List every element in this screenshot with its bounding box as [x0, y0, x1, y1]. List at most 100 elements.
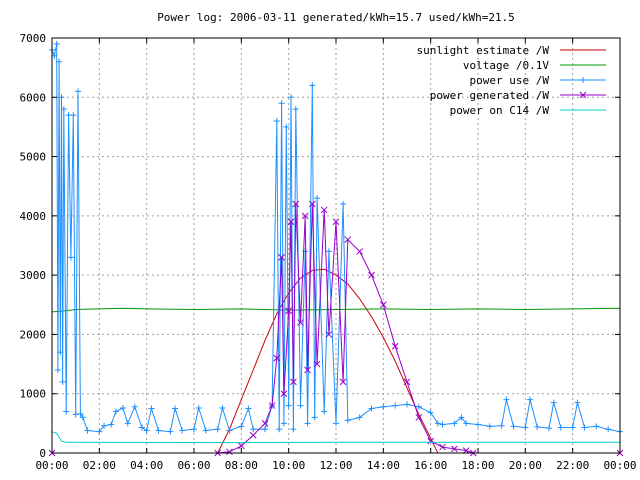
data-point	[290, 426, 297, 433]
legend: sunlight estimate /W voltage /0.1V power u…	[417, 44, 606, 117]
legend-label: power use /W	[470, 74, 550, 87]
data-point	[313, 360, 321, 368]
data-point	[309, 82, 316, 89]
data-point	[101, 422, 108, 429]
data-point	[314, 195, 321, 202]
data-point	[261, 420, 269, 427]
data-point	[391, 342, 399, 350]
data-point	[273, 354, 281, 362]
data-point	[403, 378, 411, 386]
data-point	[285, 402, 292, 409]
data-point	[463, 420, 470, 427]
data-point	[124, 420, 131, 427]
data-point	[340, 201, 347, 207]
data-point	[380, 403, 387, 410]
data-point	[226, 427, 233, 434]
x-tick-label: 22:00	[556, 459, 589, 472]
data-point	[172, 405, 179, 412]
x-tick-label: 20:00	[509, 459, 542, 472]
data-point	[249, 431, 257, 439]
data-point	[297, 402, 304, 409]
data-point	[250, 426, 257, 433]
chart-title: Power log: 2006-03-11 generated/kWh=15.7…	[157, 11, 515, 24]
x-tick-label: 10:00	[272, 459, 305, 472]
data-point	[439, 443, 446, 451]
data-point	[368, 271, 375, 279]
x-tick-label: 12:00	[319, 459, 352, 472]
data-point	[605, 426, 612, 433]
x-tick-label: 04:00	[130, 459, 163, 472]
axes: 00:00 02:00 04:00 06:00 08:00 10:00 12:00 14:00…	[20, 32, 637, 472]
data-point	[304, 366, 311, 374]
data-point	[451, 420, 458, 427]
data-point	[238, 423, 245, 430]
y-tick-label: 6000	[20, 91, 47, 104]
data-point	[415, 414, 423, 421]
data-point	[569, 424, 576, 431]
data-point	[304, 420, 311, 427]
data-point	[59, 378, 66, 385]
data-point	[67, 254, 74, 261]
x-tick-label: 02:00	[83, 459, 116, 472]
series-4	[51, 431, 620, 444]
series-2	[49, 40, 623, 435]
data-point	[439, 421, 446, 428]
data-point	[72, 411, 79, 418]
x-tick-label: 00:00	[35, 459, 68, 472]
data-point	[581, 424, 588, 431]
data-point	[79, 414, 86, 421]
data-point	[84, 427, 91, 434]
data-point	[593, 423, 600, 430]
data-point	[280, 390, 288, 398]
data-point	[333, 420, 339, 427]
y-tick-label: 4000	[20, 210, 47, 223]
x-tick-label: 08:00	[225, 459, 258, 472]
data-point	[458, 414, 465, 421]
data-point	[404, 401, 410, 408]
data-point	[143, 427, 150, 434]
data-point	[332, 218, 340, 226]
data-point	[112, 408, 119, 415]
data-point	[120, 404, 126, 411]
series-layer	[48, 40, 624, 457]
data-point	[276, 426, 283, 433]
data-point	[138, 424, 145, 431]
data-point	[155, 427, 162, 434]
series-line	[51, 431, 620, 444]
data-point	[427, 409, 434, 416]
data-point	[148, 405, 155, 412]
x-tick-label: 18:00	[461, 459, 494, 472]
data-point	[273, 118, 280, 124]
x-tick-label: 14:00	[367, 459, 400, 472]
y-tick-label: 7000	[20, 32, 47, 45]
data-point	[557, 424, 564, 431]
data-point	[278, 100, 285, 107]
data-point	[195, 404, 202, 411]
legend-label: voltage /0.1V	[463, 59, 549, 72]
data-point	[368, 405, 375, 412]
data-point	[546, 425, 552, 432]
data-point	[325, 331, 333, 338]
data-point	[311, 414, 318, 421]
data-point	[283, 123, 290, 130]
legend-label: power generated /W	[430, 89, 550, 102]
grid-lines	[52, 38, 620, 453]
data-point	[308, 200, 316, 208]
data-point	[131, 403, 138, 410]
data-point	[268, 402, 276, 409]
legend-marker	[580, 77, 586, 83]
data-point	[301, 212, 309, 220]
legend-marker	[579, 91, 587, 99]
data-point	[56, 58, 63, 65]
legend-label: sunlight estimate /W	[417, 44, 550, 57]
data-point	[574, 399, 581, 406]
data-point	[202, 427, 209, 434]
data-point	[297, 319, 304, 326]
data-point	[325, 248, 332, 255]
data-point	[510, 423, 517, 430]
data-point	[54, 367, 61, 373]
data-point	[60, 106, 67, 113]
legend-label: power on C14 /W	[450, 104, 550, 117]
series-3	[48, 200, 624, 457]
